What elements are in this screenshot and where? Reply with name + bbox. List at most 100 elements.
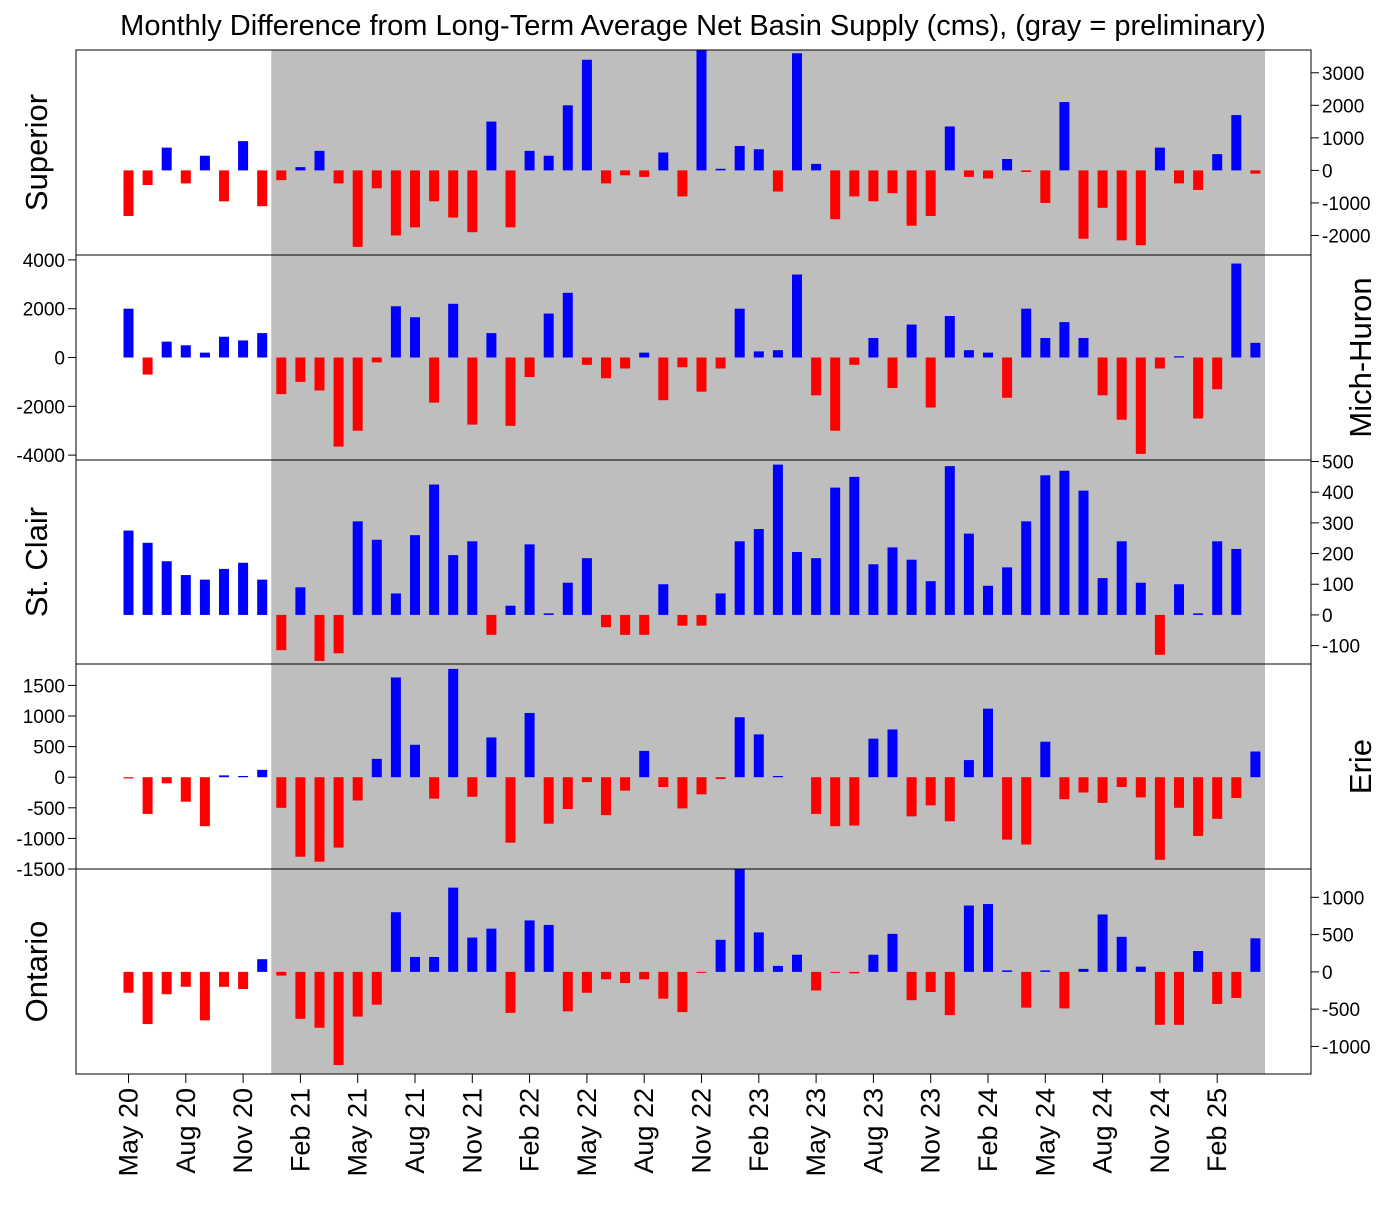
bar-mich-huron-jan-21	[276, 357, 287, 395]
bar-mich-huron-dec-22	[715, 357, 726, 369]
bar-st-clair-dec-20	[257, 579, 268, 615]
x-tick-label-aug-24: Aug 24	[1088, 1088, 1118, 1174]
plot-frame	[75, 49, 1312, 1075]
bar-erie-aug-23	[868, 738, 879, 778]
bar-erie-aug-21	[410, 744, 420, 778]
bar-superior-jun-24	[1059, 102, 1070, 171]
y-tick-label-superior: 2000	[1322, 96, 1364, 117]
bar-st-clair-aug-23	[868, 564, 879, 615]
bar-superior-apr-23	[792, 53, 802, 171]
bar-ontario-nov-24	[1154, 971, 1165, 1025]
bar-mich-huron-oct-21	[448, 303, 459, 358]
bar-superior-oct-23	[906, 170, 917, 226]
bar-erie-jan-23	[734, 717, 745, 778]
bar-erie-aug-24	[1097, 777, 1108, 803]
bar-mich-huron-sep-20	[199, 352, 210, 358]
bar-ontario-may-21	[352, 971, 363, 1017]
panel-mich-huron: 4000 2000 0 -2000 -4000 Mich-Huron	[16, 251, 1378, 467]
bar-superior-jan-22	[505, 170, 516, 228]
bar-mich-huron-jan-22	[505, 357, 516, 426]
bar-erie-dec-23	[944, 777, 955, 822]
bar-st-clair-oct-21	[448, 555, 459, 615]
bar-st-clair-feb-24	[983, 585, 993, 615]
bar-erie-dec-20	[257, 769, 268, 778]
bar-ontario-aug-21	[410, 956, 420, 972]
bar-st-clair-jul-24	[1078, 490, 1089, 615]
bar-erie-jan-24	[963, 760, 974, 778]
bar-superior-nov-23	[925, 170, 936, 216]
y-tick-label-superior: -1000	[1322, 194, 1371, 215]
bar-mich-huron-feb-23	[753, 351, 764, 358]
bar-erie-feb-23	[753, 734, 764, 778]
bar-superior-may-22	[581, 59, 592, 171]
bar-superior-jul-22	[620, 170, 631, 176]
bar-superior-jan-24	[963, 170, 974, 177]
bar-st-clair-nov-23	[925, 581, 936, 615]
bar-superior-jul-21	[390, 170, 401, 236]
bar-erie-jul-22	[620, 777, 631, 791]
bar-erie-sep-20	[199, 777, 210, 827]
bar-mich-huron-may-23	[811, 357, 822, 396]
bar-erie-dec-22	[715, 777, 726, 780]
bar-superior-mar-25	[1231, 115, 1242, 171]
bar-ontario-apr-21	[333, 971, 344, 1066]
bar-mich-huron-mar-21	[314, 357, 325, 391]
bar-ontario-jun-20	[142, 971, 153, 1025]
bar-mich-huron-nov-21	[467, 357, 478, 425]
bar-erie-apr-22	[562, 777, 573, 810]
bar-superior-sep-22	[658, 152, 669, 171]
bar-st-clair-jun-24	[1059, 470, 1070, 615]
bar-st-clair-jul-23	[849, 476, 860, 615]
bar-st-clair-dec-21	[486, 614, 497, 635]
bar-mich-huron-jul-20	[161, 341, 172, 358]
x-tick-label-nov-20: Nov 20	[228, 1088, 258, 1174]
bar-st-clair-oct-20	[219, 568, 229, 615]
bar-mich-huron-jun-23	[830, 357, 841, 431]
bar-superior-aug-22	[639, 170, 650, 177]
y-tick-label-superior: 0	[1322, 161, 1333, 182]
bar-erie-nov-23	[925, 777, 936, 806]
bar-superior-dec-23	[944, 126, 955, 171]
bar-ontario-mar-24	[1002, 970, 1013, 972]
bar-erie-jun-21	[371, 758, 382, 778]
bar-mich-huron-apr-21	[333, 357, 344, 447]
bar-mich-huron-may-20	[123, 308, 134, 358]
bar-superior-feb-24	[983, 170, 993, 179]
bar-mich-huron-mar-22	[543, 313, 554, 358]
bar-superior-mar-22	[543, 155, 554, 171]
bar-st-clair-mar-23	[772, 464, 783, 615]
bar-superior-feb-21	[295, 167, 306, 171]
y-tick-label-erie: -1000	[16, 829, 65, 850]
y-tick-label-erie: -1500	[16, 860, 65, 881]
bar-mich-huron-feb-25	[1212, 357, 1223, 390]
bar-mich-huron-jan-24	[963, 350, 974, 358]
bar-erie-jan-21	[276, 777, 287, 808]
x-tick-label-aug-21: Aug 21	[400, 1088, 430, 1174]
bar-ontario-jul-21	[390, 912, 401, 972]
bar-ontario-dec-22	[715, 939, 726, 972]
bar-ontario-nov-23	[925, 971, 936, 992]
panel-st-clair: 500 400 300 200 100 0 -100 St. Clair	[19, 453, 1360, 661]
bar-st-clair-sep-21	[429, 484, 440, 615]
bar-erie-nov-22	[696, 777, 707, 795]
bar-st-clair-may-23	[811, 558, 822, 615]
bar-ontario-dec-21	[486, 928, 497, 972]
bar-mich-huron-jan-25	[1193, 357, 1204, 419]
bar-superior-jan-25	[1193, 170, 1204, 190]
bar-superior-dec-24	[1174, 170, 1184, 184]
chart-title: Monthly Difference from Long-Term Averag…	[120, 10, 1266, 42]
bar-mich-huron-jun-21	[371, 357, 382, 363]
bar-ontario-sep-23	[887, 933, 898, 972]
bar-superior-oct-22	[677, 170, 688, 197]
bar-erie-mar-24	[1002, 777, 1013, 840]
y-tick-label-mich-huron: -4000	[16, 446, 65, 467]
bar-superior-dec-22	[715, 168, 726, 171]
y-tick-label-st-clair: 400	[1322, 483, 1354, 504]
bar-superior-mar-23	[772, 170, 783, 192]
bar-st-clair-nov-21	[467, 541, 478, 615]
panel-label-ontario: Ontario	[19, 921, 54, 1023]
bar-superior-may-21	[352, 170, 363, 247]
bar-mich-huron-dec-24	[1174, 356, 1184, 358]
bar-mich-huron-aug-20	[180, 345, 191, 358]
